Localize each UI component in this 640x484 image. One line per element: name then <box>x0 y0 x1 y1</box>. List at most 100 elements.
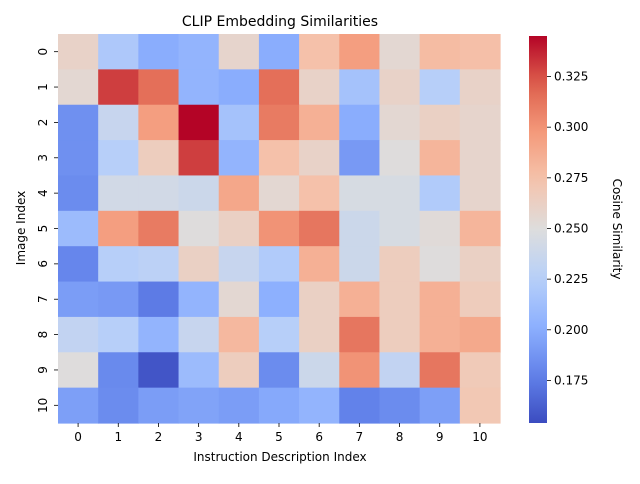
heatmap-cell <box>218 387 260 424</box>
heatmap-cell <box>339 246 381 283</box>
heatmap-cell <box>98 140 139 177</box>
x-axis-label: Instruction Description Index <box>193 450 366 464</box>
heatmap-cell <box>299 352 340 389</box>
heatmap-cell <box>339 316 381 353</box>
heatmap-cell <box>419 175 461 212</box>
heatmap-cell <box>299 281 340 318</box>
heatmap-cell <box>379 140 421 177</box>
heatmap-cell <box>98 175 139 212</box>
y-tick-label: 8 <box>36 331 50 339</box>
heatmap-cell <box>258 316 300 353</box>
heatmap-cell <box>138 316 180 353</box>
heatmap-cell <box>419 352 461 389</box>
heatmap-cell <box>178 246 220 283</box>
heatmap-cell <box>339 281 381 318</box>
colorbar-tick-label: 0.275 <box>554 171 588 185</box>
heatmap-cell <box>58 246 99 283</box>
heatmap-cell <box>419 387 461 424</box>
heatmap-cell <box>379 246 421 283</box>
heatmap-cell <box>218 352 260 389</box>
heatmap-cell <box>98 34 139 70</box>
y-axis-label: Image Index <box>14 191 28 265</box>
x-tick-label: 9 <box>436 430 444 444</box>
heatmap-cell <box>299 210 340 247</box>
heatmap-cell <box>419 34 461 70</box>
heatmap-cell <box>218 69 260 106</box>
heatmap-cell <box>178 69 220 106</box>
colorbar-tick-label: 0.300 <box>554 120 588 134</box>
heatmap-cell <box>459 175 501 212</box>
heatmap-cell <box>258 175 300 212</box>
x-tick-label: 2 <box>155 430 163 444</box>
heatmap-cell <box>218 104 260 141</box>
heatmap-cell <box>58 387 99 424</box>
heatmap-cell <box>258 281 300 318</box>
heatmap-cell <box>299 34 340 70</box>
heatmap-cell <box>379 387 421 424</box>
heatmap-cell <box>339 34 381 70</box>
heatmap-cell <box>258 34 300 70</box>
heatmap-cell <box>58 175 99 212</box>
heatmap-cell <box>258 246 300 283</box>
heatmap-cell <box>98 104 139 141</box>
heatmap-cell <box>419 104 461 141</box>
colorbar-ticks: 0.175 0.200 0.225 0.250 0.275 0.300 0.325 <box>547 70 588 387</box>
heatmap-cell <box>138 246 180 283</box>
heatmap-cell <box>138 387 180 424</box>
heatmap-cell <box>419 281 461 318</box>
heatmap-cell <box>379 175 421 212</box>
heatmap-cell <box>138 352 180 389</box>
heatmap-cell <box>419 246 461 283</box>
heatmap-cell <box>178 387 220 424</box>
heatmap-cell <box>339 210 381 247</box>
heatmap-cell <box>379 316 421 353</box>
heatmap-cell <box>58 34 99 70</box>
heatmap-cell <box>138 69 180 106</box>
heatmap-cell <box>138 281 180 318</box>
heatmap-cell <box>258 387 300 424</box>
y-tick-label: 3 <box>36 154 50 162</box>
x-tick-label: 8 <box>396 430 404 444</box>
colorbar-tick-label: 0.175 <box>554 373 588 387</box>
heatmap-cell <box>138 104 180 141</box>
heatmap-cell <box>218 316 260 353</box>
heatmap-cell <box>178 316 220 353</box>
y-tick-label: 2 <box>36 119 50 127</box>
y-tick-label: 10 <box>36 398 50 413</box>
heatmap-cell <box>299 246 340 283</box>
heatmap-cell <box>379 104 421 141</box>
heatmap-cell <box>258 352 300 389</box>
heatmap-cell <box>138 34 180 70</box>
heatmap-cell <box>138 140 180 177</box>
chart-title: CLIP Embedding Similarities <box>182 14 378 30</box>
heatmap-cell <box>58 281 99 318</box>
heatmap-cell <box>459 210 501 247</box>
heatmap-cell <box>339 104 381 141</box>
heatmap-cell <box>178 210 220 247</box>
heatmap-cell <box>98 316 139 353</box>
heatmap-cell <box>379 210 421 247</box>
heatmap-cell <box>299 316 340 353</box>
heatmap-cell <box>98 246 139 283</box>
x-tick-label: 0 <box>74 430 82 444</box>
heatmap-cell <box>339 387 381 424</box>
heatmap-cell <box>98 281 139 318</box>
x-tick-label: 1 <box>114 430 122 444</box>
y-tick-label: 7 <box>36 295 50 303</box>
colorbar-tick-label: 0.225 <box>554 272 588 286</box>
heatmap-cell <box>339 352 381 389</box>
x-axis-ticks: 0 1 2 3 4 5 6 7 8 9 10 <box>74 423 488 444</box>
heatmap-cell <box>98 387 139 424</box>
heatmap-cell <box>58 352 99 389</box>
colorbar-label: Cosine Similarity <box>610 179 624 280</box>
heatmap-cell <box>459 316 501 353</box>
heatmap-cell <box>98 352 139 389</box>
heatmap-cell <box>459 140 501 177</box>
heatmap-cell <box>178 104 220 141</box>
heatmap-cell <box>459 69 501 106</box>
y-axis-ticks: 0 1 2 3 4 5 6 7 8 9 10 <box>36 48 58 413</box>
colorbar-tick-label: 0.250 <box>554 221 588 235</box>
heatmap-cell <box>339 175 381 212</box>
